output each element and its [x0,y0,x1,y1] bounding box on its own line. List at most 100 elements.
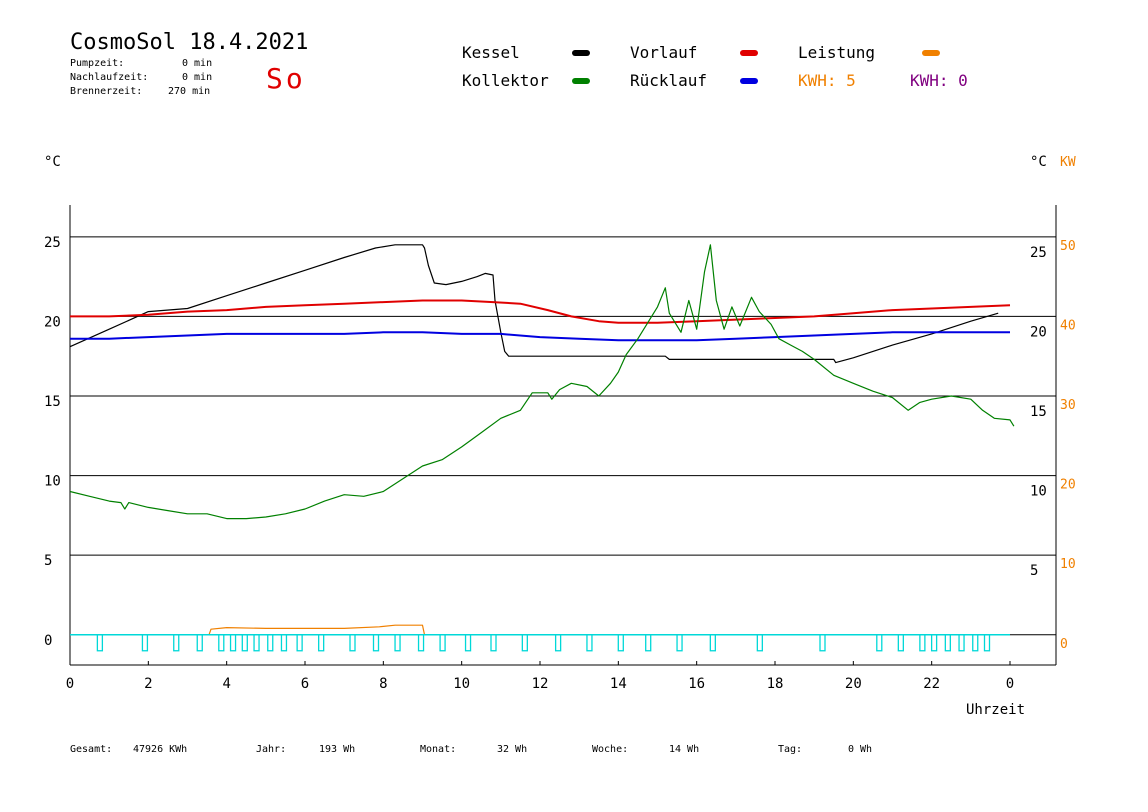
x-tick-label: 12 [532,676,549,692]
y-left-tick-label: 0 [44,633,52,649]
pump-pulse [944,634,951,652]
x-tick-label: 22 [923,676,940,692]
pump-pulse [241,634,248,652]
y-left-tick-label: 15 [44,394,61,410]
x-tick-label: 2 [144,676,152,692]
footer-monat-label: Monat: [420,744,457,755]
y-left-tick-label: 25 [44,235,61,251]
chart-ticks: 0 5 10 15 20 25 5 10 15 20 25 0 10 20 30 40 50 0 2 4 6 8 10 12 1… [44,235,1076,692]
right-axis-unit-kw: KW [1060,155,1076,170]
pump-pulse [676,634,683,652]
x-tick-label: 4 [222,676,230,692]
footer-tag-value: 0 Wh [848,744,873,755]
series-line-vorlauf [70,299,1011,324]
x-tick-label: 10 [453,676,470,692]
legend-vorlauf-label: Vorlauf [630,43,698,62]
pump-pulse [141,634,149,652]
nachlaufzeit-value: 0 min [182,72,213,83]
pump-pulse [173,634,180,652]
pump-pulse [196,634,203,652]
y-left-tick-label: 5 [44,553,52,569]
legend-kessel-label: Kessel [462,43,520,62]
series-line-leistung [70,624,426,636]
y-left-tick-label: 20 [44,314,61,330]
pump-pulse [318,634,325,652]
footer-woche-value: 14 Wh [669,744,700,755]
chart-grid [70,236,1056,636]
legend-kwh-solar: KWH: 5 [798,71,856,90]
x-tick-label: 14 [610,676,627,692]
pump-pulse [521,634,528,652]
footer-gesamt-label: Gesamt: [70,744,113,755]
right-axis-unit: °C [1030,154,1047,170]
pump-pulse [554,634,562,652]
legend-kollektor-swatch [572,78,590,84]
pump-pulse [756,634,763,652]
y-left-tick-label: 10 [44,474,61,490]
nachlaufzeit-label: Nachlaufzeit: [70,72,149,83]
legend-leistung-label: Leistung [798,43,876,62]
y-right-temp-tick-label: 10 [1030,484,1047,500]
chart-title: CosmoSol 18.4.2021 [70,30,309,55]
footer-jahr-label: Jahr: [256,744,287,755]
pump-pulse [464,634,472,652]
footer-gesamt-value: 47926 KWh [133,744,188,755]
pump-pulse [709,634,716,652]
y-right-kw-tick-label: 0 [1060,637,1068,652]
y-right-kw-tick-label: 20 [1060,478,1076,493]
pump-pulse [645,634,652,652]
brennerzeit-label: Brennerzeit: [70,86,143,97]
pump-pulse [897,634,904,652]
y-right-temp-tick-label: 20 [1030,324,1047,340]
pump-pulse [417,634,425,652]
chart-axes [69,205,1057,666]
pumpzeit-label: Pumpzeit: [70,58,125,69]
series-line-kollektor [69,244,1015,520]
pump-pulse [958,634,965,652]
y-right-temp-tick-label: 25 [1030,245,1047,261]
pump-pulse [490,634,497,652]
left-axis-unit: °C [44,154,61,170]
y-right-kw-tick-label: 30 [1060,398,1076,413]
x-tick-label: 8 [379,676,387,692]
x-tick-label: 0 [1006,676,1014,692]
pump-pulses [70,634,1010,652]
x-tick-label: 0 [66,676,74,692]
x-tick-label: 16 [688,676,705,692]
y-right-kw-tick-label: 40 [1060,318,1076,333]
legend-kessel-swatch [572,50,590,56]
y-right-temp-tick-label: 5 [1030,563,1038,579]
series-line-rcklauf [70,331,1010,342]
pump-pulse [819,634,826,652]
pump-pulse [372,634,380,652]
pump-pulse [586,634,593,652]
chart-series [69,244,1015,636]
pump-pulse [983,634,991,652]
pump-pulse [229,634,237,652]
pump-pulse [930,634,938,652]
x-tick-label: 6 [301,676,309,692]
x-tick-label: 20 [845,676,862,692]
pump-pulse [349,634,356,652]
pump-pulse [96,634,104,652]
pump-pulse [972,634,979,652]
footer-monat-value: 32 Wh [497,744,528,755]
y-right-temp-tick-label: 15 [1030,404,1047,420]
footer-tag-label: Tag: [778,744,803,755]
pump-pulse [617,634,624,652]
footer-woche-label: Woche: [592,744,629,755]
pump-pulse [919,634,926,652]
series-line-kessel [69,244,999,364]
legend-ruecklauf-swatch [740,78,758,84]
y-right-kw-tick-label: 50 [1060,239,1076,254]
pump-pulse [253,634,260,652]
pump-pulse [218,634,225,652]
pump-pulse [267,634,274,652]
pump-pulse [439,634,446,652]
legend-vorlauf-swatch [740,50,758,56]
pumpzeit-value: 0 min [182,58,213,69]
footer-jahr-value: 193 Wh [319,744,356,755]
brennerzeit-value: 270 min [168,86,211,97]
x-tick-label: 18 [767,676,784,692]
pump-pulse [296,634,303,652]
